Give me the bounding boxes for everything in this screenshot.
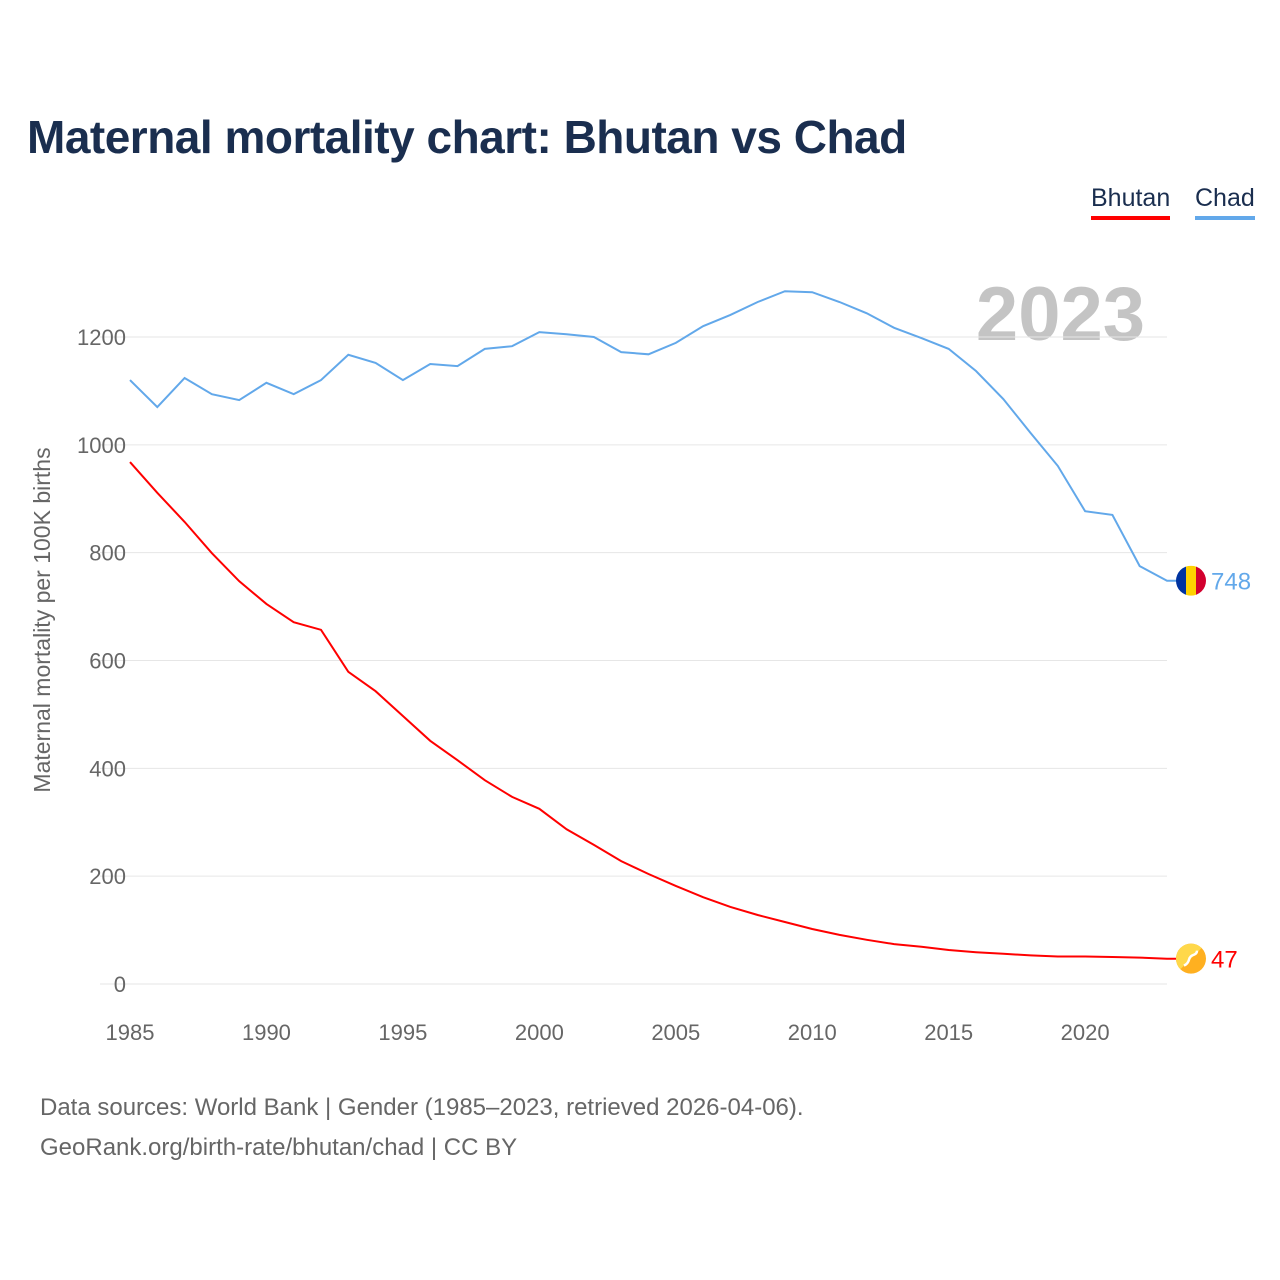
legend-chad[interactable]: Chad <box>1195 184 1255 220</box>
x-tick-label: 1990 <box>242 1020 291 1045</box>
y-tick-label: 200 <box>89 864 126 889</box>
y-tick-label: 600 <box>89 649 126 674</box>
bhutan-flag-yellow <box>1176 944 1206 974</box>
footer: Data sources: World Bank | Gender (1985–… <box>40 1088 804 1168</box>
x-tick-label: 1995 <box>378 1020 427 1045</box>
end-label-chad: 748 <box>1211 569 1251 596</box>
chad-flag-icon <box>1176 565 1206 596</box>
bhutan-dragon <box>1183 950 1199 967</box>
series-line-bhutan <box>129 461 1177 960</box>
y-axis-label: Maternal mortality per 100K births <box>29 447 55 792</box>
legend-bhutan[interactable]: Bhutan <box>1091 184 1171 220</box>
footer-credit[interactable]: GeoRank.org/birth-rate/bhutan/chad | CC … <box>40 1134 518 1161</box>
y-tick-label: 1000 <box>77 433 126 458</box>
footer-sources: Data sources: World Bank | Gender (1985–… <box>40 1094 804 1121</box>
y-tick-label: 400 <box>89 756 126 781</box>
x-tick-label: 1985 <box>106 1020 155 1045</box>
year-watermark: 2023 <box>976 272 1145 357</box>
x-tick-label: 2015 <box>924 1020 973 1045</box>
x-tick-label: 2005 <box>651 1020 700 1045</box>
series-line-chad <box>129 290 1177 582</box>
x-tick-label: 2020 <box>1061 1020 1110 1045</box>
x-tick-label: 2000 <box>515 1020 564 1045</box>
x-tick-label: 2010 <box>788 1020 837 1045</box>
y-tick-label: 1200 <box>77 325 126 350</box>
y-tick-label: 0 <box>114 972 126 997</box>
chart-title: Maternal mortality chart: Bhutan vs Chad <box>27 111 907 163</box>
end-label-bhutan: 47 <box>1211 947 1238 974</box>
y-tick-label: 800 <box>89 541 126 566</box>
